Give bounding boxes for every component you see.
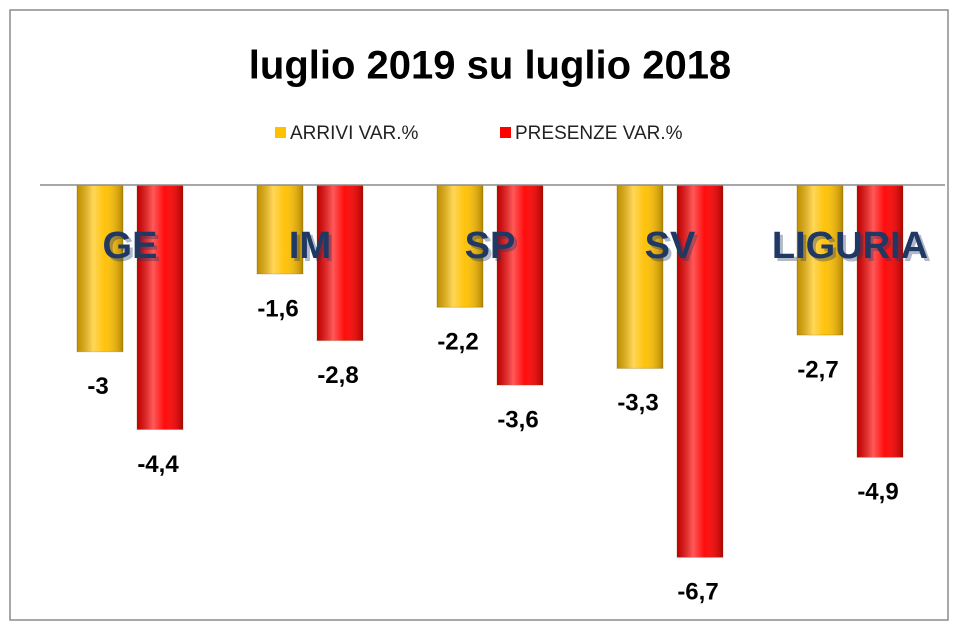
chart-title: luglio 2019 su luglio 2018 xyxy=(249,44,731,88)
bar-highlight xyxy=(257,185,303,274)
legend-label: ARRIVI VAR.% xyxy=(290,123,419,144)
bar-highlight xyxy=(617,185,663,369)
category-label: LIGURIA xyxy=(772,225,928,267)
category-label: GE xyxy=(106,228,161,270)
data-label: -2,7 xyxy=(797,356,838,383)
legend-label: PRESENZE VAR.% xyxy=(515,123,683,144)
data-label: -4,9 xyxy=(857,479,898,506)
category-label: SV xyxy=(648,228,699,270)
data-label: -3,3 xyxy=(617,390,658,417)
data-label: -3 xyxy=(87,373,108,400)
category-label: SV xyxy=(645,225,696,267)
bar-highlight xyxy=(797,185,843,336)
category-label: IM xyxy=(289,225,331,267)
category-label: IM xyxy=(292,228,334,270)
bar-highlight xyxy=(677,185,723,558)
bar-highlight xyxy=(317,185,363,341)
category-label: GE xyxy=(103,225,158,267)
legend-marker xyxy=(500,127,511,138)
data-label: -6,7 xyxy=(677,579,718,606)
bar-highlight xyxy=(497,185,543,386)
data-label: -3,6 xyxy=(497,406,538,433)
data-label: -4,4 xyxy=(137,451,179,478)
data-label: -2,2 xyxy=(437,329,478,356)
data-label: -2,8 xyxy=(317,362,358,389)
data-label: -1,6 xyxy=(257,295,298,322)
bar-highlight xyxy=(137,185,183,430)
category-label: LIGURIA xyxy=(775,228,931,270)
bar-highlight xyxy=(77,185,123,352)
category-label: SP xyxy=(465,225,516,267)
bar-highlight xyxy=(437,185,483,308)
bar-highlight xyxy=(857,185,903,458)
category-label: SP xyxy=(468,228,519,270)
legend-marker xyxy=(275,127,286,138)
